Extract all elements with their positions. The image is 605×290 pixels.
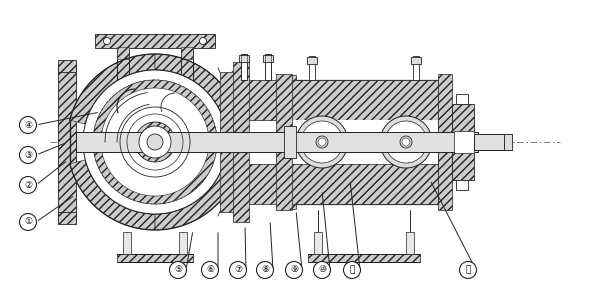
Text: ⑪: ⑪: [349, 266, 355, 275]
Circle shape: [301, 121, 343, 163]
Bar: [263, 55, 273, 62]
Bar: [454, 131, 474, 153]
Bar: [179, 232, 187, 254]
Bar: [76, 132, 478, 152]
Circle shape: [139, 126, 171, 158]
Polygon shape: [155, 54, 243, 230]
Bar: [284, 75, 296, 209]
Circle shape: [83, 70, 227, 214]
Circle shape: [296, 116, 348, 168]
Bar: [232, 164, 284, 204]
Circle shape: [380, 116, 432, 168]
Circle shape: [229, 262, 246, 278]
Bar: [452, 104, 474, 180]
Circle shape: [344, 262, 361, 278]
Bar: [239, 55, 249, 62]
Text: ⑩: ⑩: [318, 266, 326, 275]
Circle shape: [201, 262, 218, 278]
Bar: [474, 134, 504, 150]
Bar: [456, 180, 468, 190]
Polygon shape: [93, 142, 217, 204]
Bar: [117, 47, 129, 59]
Circle shape: [147, 134, 163, 150]
Polygon shape: [93, 80, 217, 142]
Bar: [265, 54, 271, 80]
Bar: [438, 74, 452, 210]
Bar: [406, 232, 414, 254]
Bar: [220, 72, 234, 212]
Circle shape: [103, 37, 111, 44]
Circle shape: [286, 262, 302, 278]
Text: ⑧: ⑧: [261, 266, 269, 275]
Circle shape: [19, 146, 36, 164]
Bar: [290, 120, 438, 164]
Circle shape: [313, 262, 330, 278]
Text: ⑦: ⑦: [234, 266, 242, 275]
Text: ①: ①: [24, 218, 32, 226]
Bar: [95, 34, 215, 48]
Circle shape: [316, 136, 328, 148]
Circle shape: [169, 262, 186, 278]
Bar: [241, 54, 247, 80]
Circle shape: [19, 117, 36, 133]
Bar: [123, 232, 131, 254]
Bar: [276, 74, 292, 210]
Text: ⑤: ⑤: [174, 266, 182, 275]
Circle shape: [19, 213, 36, 231]
Circle shape: [257, 262, 273, 278]
Bar: [58, 60, 76, 72]
Bar: [58, 212, 76, 224]
Bar: [241, 54, 247, 80]
Bar: [181, 47, 193, 59]
Circle shape: [200, 37, 206, 44]
Text: ⑫: ⑫: [465, 266, 471, 275]
Bar: [307, 57, 317, 64]
Bar: [314, 232, 322, 254]
Bar: [411, 57, 421, 64]
Bar: [290, 80, 438, 120]
Circle shape: [385, 121, 427, 163]
Text: ②: ②: [24, 180, 32, 189]
Polygon shape: [70, 54, 155, 124]
Text: ⑥: ⑥: [206, 266, 214, 275]
Bar: [308, 254, 420, 262]
Circle shape: [19, 177, 36, 193]
Bar: [413, 56, 419, 80]
Bar: [504, 134, 512, 150]
Bar: [284, 126, 296, 158]
Text: ⑨: ⑨: [290, 266, 298, 275]
Bar: [233, 62, 249, 222]
Bar: [232, 80, 284, 120]
Circle shape: [402, 138, 410, 146]
Text: ③: ③: [24, 151, 32, 160]
Bar: [309, 56, 315, 80]
Circle shape: [400, 136, 412, 148]
Circle shape: [318, 138, 326, 146]
Bar: [456, 94, 468, 104]
Bar: [117, 254, 193, 262]
Bar: [265, 54, 271, 80]
Text: ④: ④: [24, 121, 32, 130]
Bar: [58, 64, 76, 220]
Polygon shape: [70, 160, 155, 230]
Bar: [290, 164, 438, 204]
Circle shape: [135, 122, 175, 162]
Circle shape: [460, 262, 477, 278]
